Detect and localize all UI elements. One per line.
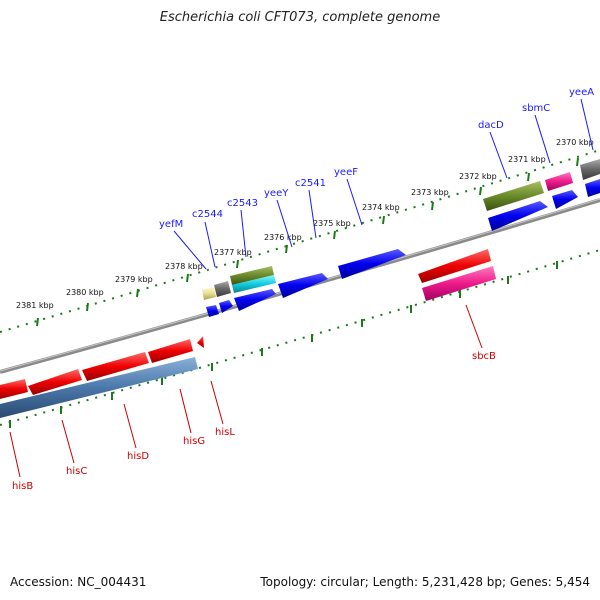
reverse-gene-labels: hisB hisC hisD hisG hisL sbcB: [12, 351, 496, 492]
gene-arrow[interactable]: [422, 266, 496, 301]
gene-label[interactable]: c2543: [227, 198, 258, 209]
reverse-tick-track: [0, 249, 600, 426]
reverse-label-leaders: [9, 304, 483, 478]
gene-label[interactable]: hisD: [127, 451, 149, 462]
kbp-label: 2378 kbp: [165, 262, 203, 271]
gene-arrow[interactable]: [234, 289, 276, 311]
kbp-label: 2372 kbp: [459, 172, 497, 181]
kbp-label: 2370 kbp: [556, 138, 594, 147]
forward-label-leaders: [173, 98, 594, 270]
gene-arrow[interactable]: [206, 305, 219, 317]
gene-arrow[interactable]: [585, 179, 600, 197]
gene-label[interactable]: hisC: [66, 466, 87, 477]
gene-arrow[interactable]: [552, 190, 578, 209]
gene-arrow[interactable]: [0, 379, 28, 399]
gene-arrow[interactable]: [580, 159, 600, 180]
gene-label[interactable]: yeeY: [264, 188, 289, 199]
accession-text: Accession: NC_004431: [10, 575, 147, 589]
gene-label[interactable]: hisB: [12, 481, 33, 492]
gene-arrow[interactable]: [148, 339, 193, 363]
gene-arrow[interactable]: [278, 273, 328, 298]
reverse-genes: [0, 249, 496, 418]
gene-label[interactable]: yefM: [159, 219, 183, 230]
map-title: Escherichia coli CFT073, complete genome: [159, 10, 441, 25]
gene-label[interactable]: c2541: [295, 178, 326, 189]
gene-arrow[interactable]: [82, 352, 149, 381]
gene-arrow[interactable]: [214, 281, 231, 297]
gene-label[interactable]: yeeF: [334, 167, 358, 178]
gene-label[interactable]: yeeA: [569, 87, 594, 98]
kbp-label: 2373 kbp: [411, 188, 449, 197]
gene-label[interactable]: sbcB: [472, 351, 496, 362]
kbp-label: 2375 kbp: [313, 219, 351, 228]
kbp-label: 2380 kbp: [66, 288, 104, 297]
gene-arrow[interactable]: [0, 357, 198, 418]
kbp-label: 2374 kbp: [362, 203, 400, 212]
gene-arrow[interactable]: [202, 287, 216, 300]
forward-gene-labels: yefM c2544 c2543 yeeY c2541 yeeF dacD sb…: [159, 87, 594, 230]
gene-arrow[interactable]: [28, 369, 82, 395]
gene-label[interactable]: c2544: [192, 209, 223, 220]
gene-arrow[interactable]: [488, 201, 548, 231]
gene-arrow[interactable]: [230, 266, 274, 285]
gene-arrow[interactable]: [232, 275, 276, 293]
reverse-major-ticks: [9, 261, 558, 428]
gene-label[interactable]: dacD: [478, 120, 504, 131]
gene-arrow[interactable]: [483, 181, 544, 211]
gene-arrow[interactable]: [545, 172, 573, 191]
kbp-label: 2376 kbp: [264, 233, 302, 242]
kbp-labels: 2381 kbp 2380 kbp 2379 kbp 2378 kbp 2377…: [16, 138, 594, 310]
genome-summary-text: Topology: circular; Length: 5,231,428 bp…: [260, 575, 590, 589]
kbp-label: 2377 kbp: [214, 248, 252, 257]
kbp-label: 2381 kbp: [16, 301, 54, 310]
gene-label[interactable]: sbmC: [522, 103, 550, 114]
gene-arrow[interactable]: [338, 249, 406, 279]
kbp-label: 2371 kbp: [508, 155, 546, 164]
gene-label[interactable]: hisL: [215, 427, 235, 438]
kbp-label: 2379 kbp: [115, 275, 153, 284]
gene-arrow[interactable]: [219, 300, 233, 313]
gene-arrow[interactable]: [197, 336, 204, 348]
gene-arrow[interactable]: [418, 249, 491, 283]
forward-genes: [202, 159, 600, 317]
gene-label[interactable]: hisG: [183, 436, 205, 447]
forward-major-ticks: [36, 157, 579, 327]
